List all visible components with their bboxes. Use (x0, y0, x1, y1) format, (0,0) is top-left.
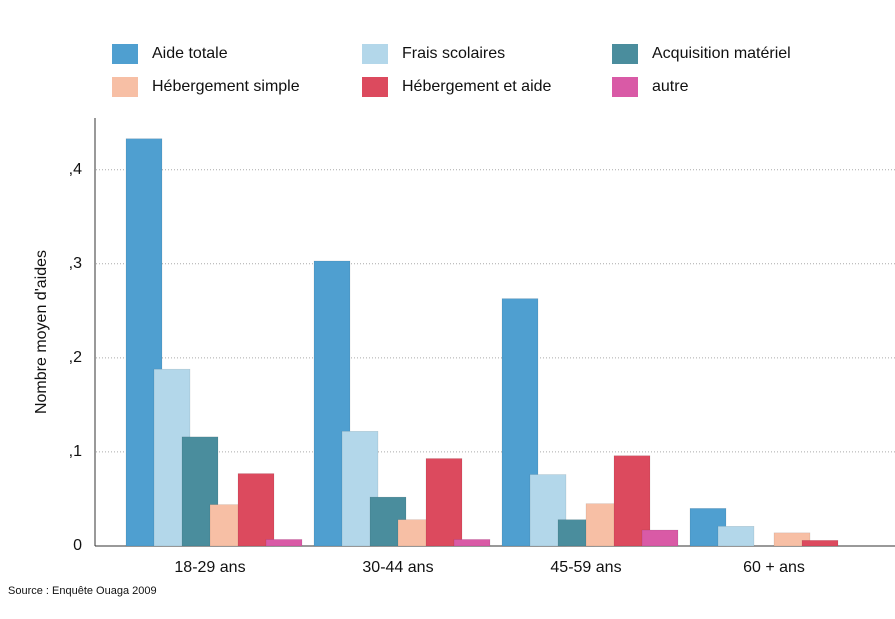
bar (801, 540, 839, 547)
y-tick-label: ,4 (69, 161, 82, 178)
legend-label: Frais scolaires (402, 45, 505, 62)
bar (425, 458, 463, 547)
legend-swatch (112, 44, 138, 64)
bar (717, 525, 755, 547)
y-tick-label: 0 (73, 537, 82, 554)
legend-swatch (362, 77, 388, 97)
legend-label: Hébergement et aide (402, 78, 552, 95)
legend-swatch (112, 77, 138, 97)
bar (453, 539, 491, 547)
legend-swatch (612, 44, 638, 64)
bar (341, 430, 379, 547)
legend-swatch (362, 44, 388, 64)
source: Source : Enquête Ouaga 2009 (8, 585, 157, 597)
legend: Aide totale Frais scolaires Acquisition ma… (112, 44, 791, 97)
y-tick-label: ,2 (69, 349, 82, 366)
bar (773, 532, 811, 547)
legend-label: autre (652, 78, 689, 95)
x-tick-label: 60 + ans (743, 559, 805, 576)
x-tick-label: 45-59 ans (550, 559, 621, 576)
legend-label: Hébergement simple (152, 78, 300, 95)
legend-swatch (612, 77, 638, 97)
y-tick-label: ,1 (69, 443, 82, 460)
bar (237, 473, 275, 547)
legend-label: Acquisition matériel (652, 45, 791, 62)
legend-label: Aide totale (152, 45, 228, 62)
y-axis-label: Nombre moyen d'aides (33, 250, 50, 414)
x-tick-label: 18-29 ans (174, 559, 245, 576)
bar (265, 539, 303, 547)
bar (641, 529, 679, 547)
y-tick-label: ,3 (69, 255, 82, 272)
x-tick-label: 30-44 ans (362, 559, 433, 576)
